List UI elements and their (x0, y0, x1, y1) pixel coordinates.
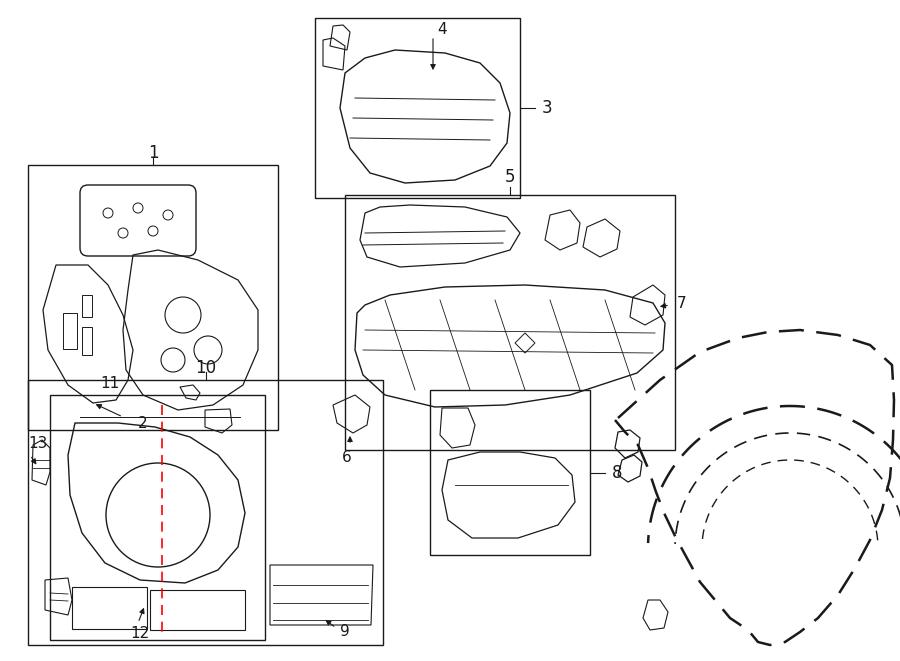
Bar (50, 395, 265, 640)
Bar (28, 165, 278, 430)
Bar (28, 380, 383, 645)
Text: 6: 6 (342, 449, 352, 465)
Bar (345, 195, 675, 450)
Bar (430, 390, 590, 555)
Bar (315, 18, 520, 198)
Text: 9: 9 (340, 625, 350, 639)
Text: 5: 5 (505, 168, 515, 186)
Bar (150, 590, 245, 630)
Bar (82, 295, 92, 317)
Text: 3: 3 (542, 99, 553, 117)
Bar (72, 587, 147, 629)
Bar (63, 313, 77, 349)
Text: 10: 10 (195, 359, 216, 377)
Text: 1: 1 (148, 144, 158, 162)
Bar (82, 327, 92, 355)
Text: 12: 12 (130, 625, 149, 641)
Text: 7: 7 (677, 295, 687, 311)
Text: 2: 2 (138, 416, 148, 430)
Text: 11: 11 (100, 375, 119, 391)
Text: 13: 13 (28, 436, 48, 451)
Text: 4: 4 (437, 22, 446, 38)
Text: 8: 8 (612, 463, 623, 481)
